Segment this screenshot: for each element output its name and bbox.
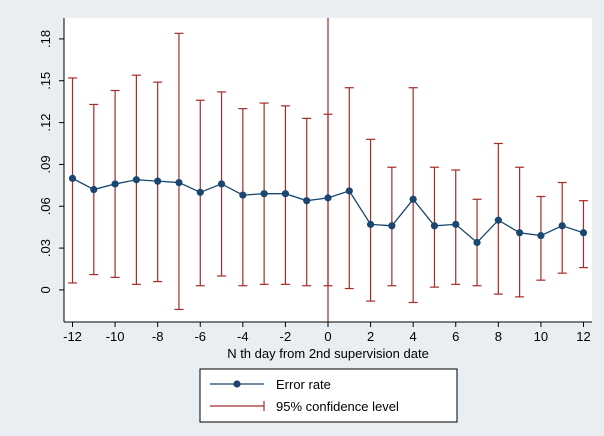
legend-label-error-rate: Error rate: [276, 377, 331, 392]
error-rate-point: [430, 222, 439, 230]
error-rate-point: [239, 191, 247, 199]
confidence-interval-bar: [408, 87, 418, 304]
x-tick-label: 12: [576, 329, 590, 344]
legend-box: [199, 368, 458, 423]
y-tick-label: .12: [38, 114, 53, 132]
error-rate-point: [388, 222, 396, 230]
y-tick-label: .18: [38, 30, 53, 48]
x-axis-ticks: -12 -10 -8 -6 -4 -2 0 2 4 6 8 10 12: [63, 322, 591, 344]
legend-label-confidence-level: 95% confidence level: [276, 399, 399, 414]
x-tick-label: 0: [324, 329, 331, 344]
error-rate-point: [558, 222, 566, 230]
error-rate-point: [175, 178, 183, 187]
error-rate-point: [154, 177, 162, 185]
error-rate-point: [132, 176, 140, 184]
error-rate-point: [537, 231, 545, 240]
y-tick-label: 0: [38, 286, 53, 293]
x-tick-label: -8: [152, 329, 164, 344]
y-axis-ticks: 0 .03 .06 .09 .12 .15 .18: [38, 30, 64, 294]
x-tick-label: 10: [534, 329, 548, 344]
error-rate-point: [90, 185, 98, 194]
y-tick-label: .03: [38, 239, 53, 257]
legend-item-error-rate: Error rate: [210, 377, 331, 392]
x-tick-label: 8: [495, 329, 502, 344]
error-rate-point: [196, 188, 204, 196]
x-tick-label: -6: [194, 329, 206, 344]
error-rate-point: [303, 197, 311, 205]
error-rate-point: [579, 229, 588, 237]
error-rate-point: [366, 220, 375, 228]
x-tick-label: -12: [63, 329, 82, 344]
error-rate-point: [281, 190, 290, 198]
x-tick-label: 6: [452, 329, 459, 344]
error-rate-point: [217, 180, 226, 188]
legend: Error rate 95% confidence level: [199, 368, 458, 423]
error-rate-point: [260, 190, 268, 198]
y-tick-label: .09: [38, 155, 53, 173]
legend-marker-error-rate: [233, 380, 241, 388]
confidence-interval-bar: [366, 138, 376, 302]
x-tick-label: -2: [280, 329, 292, 344]
confidence-interval-bar: [174, 32, 184, 311]
x-tick-label: -10: [106, 329, 125, 344]
y-tick-label: .15: [38, 72, 53, 90]
error-rate-point: [516, 229, 524, 237]
error-rate-point: [345, 187, 353, 195]
legend-item-confidence-level: 95% confidence level: [210, 399, 399, 414]
error-rate-point: [409, 195, 417, 203]
x-tick-label: -4: [237, 329, 249, 344]
error-rate-point: [324, 194, 332, 202]
error-rate-point: [473, 238, 481, 247]
x-axis-title: N th day from 2nd supervision date: [227, 346, 429, 361]
error-rate-series-layer: [68, 174, 588, 247]
x-tick-label: 2: [367, 329, 374, 344]
error-rate-point: [68, 174, 77, 182]
error-rate-point: [494, 216, 502, 224]
y-tick-label: .06: [38, 197, 53, 215]
x-tick-label: 4: [410, 329, 417, 344]
error-rate-point: [111, 180, 119, 188]
error-rate-point: [452, 220, 460, 228]
